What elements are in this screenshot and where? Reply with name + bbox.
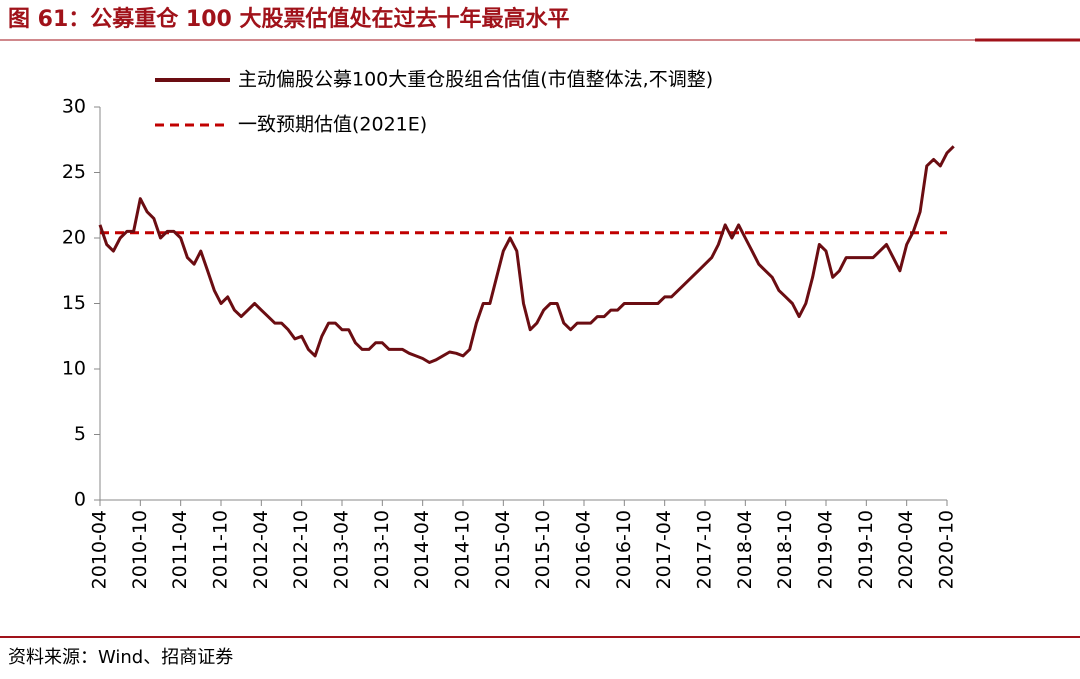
data-line	[98, 145, 955, 364]
x-tick-label: 2017-04	[653, 510, 675, 589]
x-tick-label: 2012-10	[290, 510, 312, 589]
x-tick-label: 2018-10	[774, 510, 796, 589]
x-tick-label: 2015-10	[532, 510, 554, 589]
x-tick-label: 2010-04	[89, 510, 111, 589]
x-tick-label: 2010-10	[129, 510, 151, 589]
y-tick-label: 0	[74, 489, 86, 511]
chart-title: 图 61：公募重仓 100 大股票估值处在过去十年最高水平	[8, 6, 570, 32]
y-tick-label: 25	[62, 161, 86, 183]
x-tick-label: 2019-04	[815, 510, 837, 589]
x-tick-label: 2012-04	[250, 510, 272, 589]
x-tick-label: 2014-10	[452, 510, 474, 589]
x-tick-label: 2018-04	[734, 510, 756, 589]
y-tick-label: 10	[62, 358, 86, 380]
y-tick-label: 20	[62, 227, 86, 249]
x-tick-label: 2015-04	[492, 510, 514, 589]
x-tick-label: 2013-04	[331, 510, 353, 589]
x-tick-label: 2016-04	[573, 510, 595, 589]
y-tick-label: 5	[74, 423, 86, 445]
legend-label: 一致预期估值(2021E)	[238, 114, 427, 136]
x-tick-label: 2014-04	[411, 510, 433, 589]
x-tick-label: 2011-04	[169, 510, 191, 589]
y-tick-label: 15	[62, 292, 86, 314]
x-tick-label: 2016-10	[613, 510, 635, 589]
x-tick-label: 2017-10	[694, 510, 716, 589]
source: 资料来源：Wind、招商证券	[8, 647, 233, 668]
x-tick-label: 2019-10	[855, 510, 877, 589]
y-tick-label: 30	[62, 96, 86, 118]
x-tick-label: 2020-10	[936, 510, 958, 589]
x-tick-label: 2011-10	[210, 510, 232, 589]
x-tick-label: 2020-04	[895, 510, 917, 589]
x-tick-label: 2013-10	[371, 510, 393, 589]
legend-label: 主动偏股公募100大重仓股组合估值(市值整体法,不调整)	[238, 69, 713, 91]
